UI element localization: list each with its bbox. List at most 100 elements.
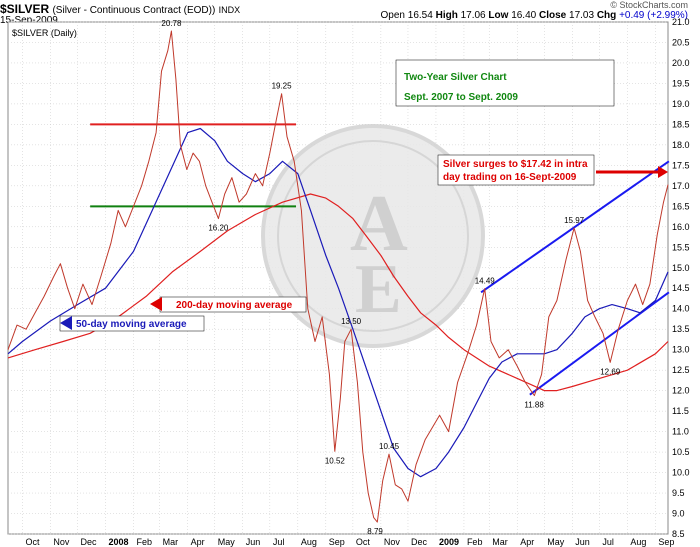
y-tick-label: 9.0 [672,509,685,519]
data-label: 12.69 [600,367,621,376]
price-series-line [7,30,669,523]
open-value: 16.54 [407,10,433,21]
x-tick-label: Aug [630,537,646,547]
y-tick-label: 11.0 [672,427,689,437]
x-tick-label: Oct [25,537,40,547]
ma200-label: 200-day moving average [176,300,293,311]
chart-date: 15-Sep-2009 [0,15,58,26]
x-tick-label: Dec [411,537,428,547]
x-axis: Oct Nov Dec 2008 Feb Mar Apr May Jun Jul Aug Sep Oct… [25,537,674,547]
y-tick-label: 20.0 [672,58,690,68]
y-tick-label: 18.5 [672,119,690,129]
ma50-box [59,315,205,332]
y-tick-label: 13.5 [672,324,690,334]
data-label: 19.25 [272,82,293,91]
point-labels: 20.78 16.20 19.25 10.52 13.50 8.79 10.45 14.49 1… [161,19,620,536]
x-tick-label: Feb [467,537,483,547]
coin-watermark: A E [261,124,485,348]
data-label: 16.20 [208,224,229,233]
data-label: 15.97 [564,216,585,225]
x-tick-label: Sep [329,537,345,547]
surge-line2: day trading on 16-Sept-2009 [443,172,577,183]
trend-lines [90,123,670,396]
x-tick-label: Feb [136,537,152,547]
y-tick-label: 15.0 [672,263,690,273]
x-tick-label: Jul [602,537,614,547]
y-tick-label: 12.0 [672,386,690,396]
data-label: 13.50 [341,317,362,326]
x-tick-label: 2008 [109,537,129,547]
data-label: 14.49 [475,277,496,286]
data-label: 10.52 [325,456,346,465]
title-box [395,59,615,107]
y-tick-label: 20.5 [672,37,690,47]
x-tick-label: Jun [246,537,261,547]
trendchannel-line [529,291,670,396]
y-tick-label: 12.5 [672,365,690,375]
x-tick-label: Dec [81,537,98,547]
y-tick-label: 8.5 [672,529,685,539]
data-label: 11.88 [524,401,544,410]
surge-box [437,154,595,186]
ma200-arrow-icon [150,297,162,311]
x-tick-label: Apr [520,537,534,547]
y-tick-label: 18.0 [672,140,690,150]
ma200-series-line [7,193,669,392]
title-line1: Two-Year Silver Chart [404,72,507,83]
y-tick-label: 13.0 [672,345,690,355]
data-label: 20.78 [161,19,182,28]
x-tick-label: Mar [492,537,508,547]
x-tick-label: 2009 [439,537,459,547]
surge-line1: Silver surges to $17.42 in intra [443,159,588,170]
low-label: Low [488,10,509,21]
close-value: 17.03 [569,10,595,21]
index-tag: INDX [218,5,241,15]
data-label: 10.45 [379,442,400,451]
x-tick-label: Jul [273,537,285,547]
y-tick-label: 14.0 [672,304,690,314]
y-tick-label: 17.5 [672,160,690,170]
y-tick-label: 21.0 [672,17,690,27]
data-label: 8.79 [367,527,383,536]
y-tick-label: 11.5 [672,406,689,416]
symbol-description: (Silver - Continuous Contract (EOD)) [52,5,216,16]
y-tick-label: 10.5 [672,447,690,457]
chg-value: +0.49 (+2.99%) [619,10,688,21]
x-tick-label: Nov [384,537,401,547]
chg-label: Chg [596,10,617,21]
y-axis: 8.5 9.0 9.5 10.0 10.5 11.0 11.5 12.0 12.5 13.0 13.… [672,17,690,539]
x-tick-label: Apr [191,537,205,547]
legend-tag: $SILVER (Daily) [12,28,77,38]
x-tick-label: May [547,537,565,547]
symbol-text: $SILVER [0,2,50,16]
trendchannel-line [480,160,670,294]
ma50-label: 50-day moving average [76,319,187,330]
surge-arrow-head [658,166,668,178]
y-tick-label: 17.0 [672,181,690,191]
high-label: High [435,10,458,21]
x-tick-label: Aug [301,537,317,547]
y-tick-label: 10.0 [672,468,690,478]
x-tick-label: Jun [575,537,590,547]
y-tick-label: 14.5 [672,283,690,293]
high-value: 17.06 [460,10,486,21]
y-tick-label: 16.0 [672,222,690,232]
open-label: Open [380,10,405,21]
y-tick-label: 16.5 [672,201,690,211]
y-tick-label: 9.5 [672,488,685,498]
ma50-series-line [7,127,669,478]
quote-bar: Open 16.54 High 17.06 Low 16.40 Close 17… [381,10,688,21]
x-tick-label: Nov [53,537,70,547]
y-tick-label: 19.0 [672,99,690,109]
x-tick-label: May [218,537,236,547]
stockcharts-credit: © StockCharts.com [610,0,688,10]
y-tick-label: 19.5 [672,78,690,88]
title-line2: Sept. 2007 to Sept. 2009 [404,92,518,103]
x-tick-label: Mar [163,537,179,547]
ma50-arrow-icon [60,316,72,330]
series-layer [7,30,669,523]
x-tick-label: Sep [658,537,674,547]
close-label: Close [539,10,567,21]
svg-text:E: E [355,251,402,328]
